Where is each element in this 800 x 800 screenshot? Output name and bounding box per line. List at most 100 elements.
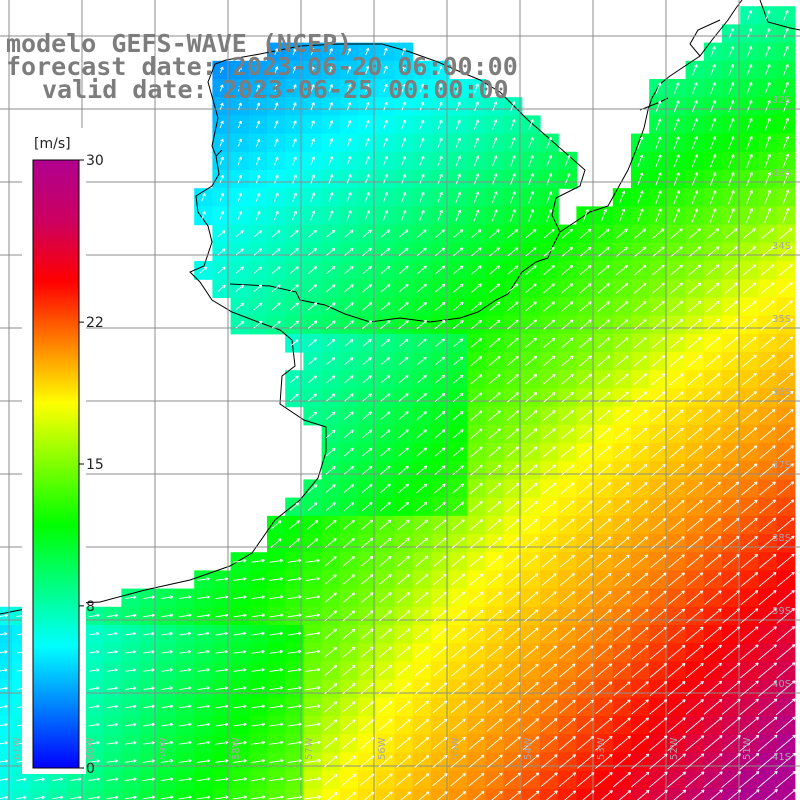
wind-arrow	[740, 590, 759, 606]
wind-arrow	[450, 682, 466, 695]
wind-arrow	[670, 246, 683, 258]
wind-cell	[740, 788, 759, 800]
wind-arrow	[765, 9, 771, 21]
wind-arrow	[595, 735, 613, 751]
wind-arrow	[543, 265, 555, 275]
wind-arrow	[469, 573, 484, 586]
wind-arrow	[106, 795, 119, 800]
wind-arrow	[324, 719, 338, 731]
wind-arrow	[0, 722, 8, 727]
wind-arrow	[742, 318, 757, 331]
wind-arrow	[160, 777, 174, 782]
wind-arrow	[760, 246, 775, 258]
wind-arrow	[70, 795, 82, 800]
wind-arrow	[273, 192, 279, 202]
wind-arrow	[487, 664, 503, 677]
wind-arrow	[577, 609, 594, 623]
wind-arrow	[523, 591, 539, 604]
wind-arrow	[542, 500, 557, 513]
wind-arrow	[561, 228, 573, 239]
wind-arrow	[253, 302, 263, 311]
wind-arrow	[614, 536, 630, 550]
wind-arrow	[596, 554, 612, 568]
wind-arrow	[722, 535, 740, 551]
wind-arrow	[705, 463, 721, 477]
wind-arrow	[667, 662, 686, 678]
wind-arrow	[436, 791, 448, 800]
wind-arrow	[667, 644, 686, 660]
wind-arrow	[528, 155, 534, 167]
wind-arrow	[612, 771, 632, 788]
wind-arrow	[253, 284, 263, 292]
wind-arrow	[509, 790, 522, 800]
wind-arrow	[686, 590, 704, 605]
wind-arrow	[614, 518, 630, 532]
wind-arrow	[235, 284, 245, 292]
wind-arrow	[613, 590, 631, 605]
wind-arrow	[651, 300, 665, 312]
wind-arrow	[487, 627, 502, 641]
wind-arrow	[673, 136, 680, 149]
wind-arrow	[739, 734, 760, 752]
wind-arrow	[304, 667, 321, 673]
wind-arrow	[523, 555, 539, 568]
wind-arrow	[142, 740, 155, 745]
wind-arrow	[362, 357, 372, 366]
wind-arrow	[652, 246, 665, 258]
wind-arrow	[397, 573, 411, 585]
wind-arrow	[595, 663, 613, 678]
wind-arrow	[451, 573, 466, 586]
wind-arrow	[650, 500, 667, 514]
wind-arrow	[469, 591, 484, 604]
wind-arrow	[577, 627, 594, 641]
wind-arrow	[289, 502, 300, 511]
wind-arrow	[414, 646, 429, 659]
wind-arrow	[709, 789, 723, 800]
wind-arrow	[256, 120, 261, 129]
wind-arrow	[578, 409, 593, 422]
wind-arrow	[613, 717, 631, 733]
wind-arrow	[310, 138, 315, 147]
wind-arrow	[364, 210, 370, 221]
wind-arrow	[214, 740, 229, 745]
wind-arrow	[0, 668, 8, 673]
wind-arrow	[709, 172, 717, 186]
wind-arrow	[618, 190, 626, 204]
wind-arrow	[324, 755, 338, 768]
colorbar-ramp	[32, 159, 80, 769]
wind-arrow	[401, 191, 407, 203]
wind-arrow	[362, 465, 373, 475]
wind-arrow	[89, 650, 100, 654]
wind-arrow	[346, 192, 352, 203]
wind-arrow	[746, 81, 753, 95]
wind-arrow	[362, 375, 372, 384]
longitude-label: 57W	[304, 737, 315, 760]
wind-arrow	[161, 649, 173, 654]
wind-arrow	[396, 646, 411, 659]
wind-arrow	[633, 301, 647, 312]
wind-arrow	[546, 173, 553, 185]
wind-arrow	[578, 500, 593, 513]
wind-arrow	[505, 537, 520, 550]
wind-arrow	[541, 663, 558, 678]
wind-arrow	[124, 613, 137, 618]
wind-cell	[285, 788, 304, 800]
wind-arrow	[286, 758, 302, 764]
wind-arrow	[124, 686, 137, 691]
wind-arrow	[528, 191, 534, 204]
wind-arrow	[396, 773, 412, 786]
wind-arrow	[703, 717, 723, 734]
wind-arrow	[398, 302, 409, 311]
title-model: modelo GEFS-WAVE (NCEP)	[6, 29, 353, 58]
wind-arrow	[452, 265, 464, 275]
wind-arrow	[287, 686, 302, 691]
wind-arrow	[616, 246, 628, 257]
wind-cell	[321, 788, 341, 800]
wind-arrow	[365, 65, 370, 74]
latitude-label: 39S	[772, 606, 791, 617]
wind-arrow	[471, 247, 482, 257]
wind-arrow	[233, 558, 247, 563]
wind-arrow	[326, 229, 336, 238]
wind-arrow	[437, 155, 443, 166]
wind-arrow	[380, 265, 391, 275]
